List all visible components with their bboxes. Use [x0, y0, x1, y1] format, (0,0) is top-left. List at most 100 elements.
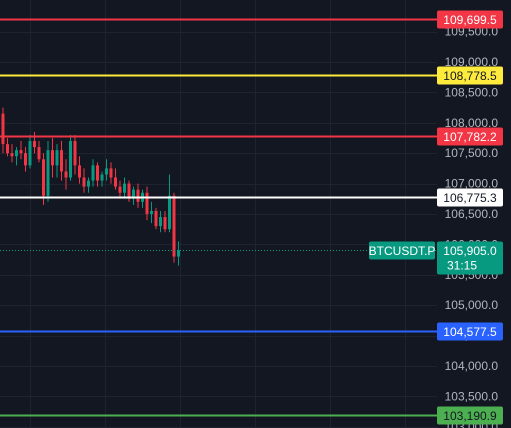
- candle-body: [6, 144, 9, 154]
- candle-body: [1, 113, 5, 145]
- candle-body: [10, 153, 14, 157]
- candle: [28, 134, 32, 169]
- horizontal-levels: [0, 18, 437, 417]
- level-badge-label: 103,190.9: [443, 409, 497, 423]
- candle: [1, 107, 5, 154]
- y-tick-label: 107,000.0: [445, 177, 499, 191]
- candle: [136, 183, 140, 208]
- candle: [177, 241, 180, 266]
- candle: [37, 141, 41, 163]
- candle-body: [100, 174, 104, 181]
- last-price-badge: BTCUSDT.P 105,905.0 31:15: [369, 241, 503, 275]
- candle-body: [172, 195, 176, 257]
- candle: [132, 186, 135, 205]
- candle: [10, 144, 14, 163]
- candle: [42, 153, 45, 205]
- last-price-value: 105,905.0: [443, 244, 497, 258]
- candle-body: [132, 189, 135, 199]
- candle-body: [37, 147, 41, 160]
- y-tick-label: 107,500.0: [445, 146, 499, 160]
- bar-countdown: 31:15: [447, 259, 477, 273]
- candle-body: [109, 168, 113, 178]
- candle-body: [154, 210, 158, 227]
- level-badges: 109,699.5 108,778.5 107,782.2 106,775.3 104,…: [437, 10, 503, 425]
- candle-body: [19, 150, 23, 154]
- candle: [60, 141, 63, 181]
- candle-body: [46, 150, 50, 196]
- candle-body: [15, 150, 18, 157]
- candle-body: [145, 192, 149, 214]
- level-badge: [437, 188, 503, 207]
- level-badge-label: 107,782.2: [443, 130, 497, 144]
- candle-body: [51, 150, 54, 166]
- level-badge: [437, 322, 503, 341]
- candle: [159, 210, 162, 233]
- candle: [19, 141, 23, 160]
- candle: [33, 131, 36, 154]
- candle-body: [91, 165, 95, 181]
- candle-body: [64, 171, 68, 178]
- candle: [6, 138, 9, 157]
- candle-body: [127, 183, 131, 199]
- candle: [150, 201, 153, 224]
- grid: [0, 0, 437, 428]
- candle: [78, 156, 81, 184]
- candle-body: [82, 177, 86, 187]
- candle-body: [69, 141, 72, 178]
- level-badge: [437, 10, 503, 29]
- candle-body: [33, 141, 36, 148]
- y-tick-label: 106,500.0: [445, 207, 499, 221]
- candle: [73, 134, 77, 175]
- candle-body: [177, 250, 180, 257]
- candle: [69, 134, 72, 181]
- candle: [87, 177, 90, 193]
- candle: [172, 192, 176, 263]
- candle: [127, 180, 131, 202]
- level-badge-label: 106,775.3: [443, 191, 497, 205]
- symbol-label-box: [369, 241, 435, 260]
- candle: [114, 168, 117, 190]
- candle-body: [28, 141, 32, 166]
- candle-body: [114, 177, 117, 187]
- level-badge-label: 108,778.5: [443, 69, 497, 83]
- candle-body: [73, 141, 77, 166]
- candle-body: [55, 150, 59, 166]
- y-tick-label: 108,500.0: [445, 85, 499, 99]
- candle-body: [42, 159, 45, 196]
- level-badge: [437, 66, 503, 85]
- level-badge: [437, 127, 503, 146]
- candle: [118, 180, 122, 199]
- candle: [55, 144, 59, 178]
- candle: [46, 141, 50, 202]
- candle-body: [123, 183, 126, 193]
- candle: [123, 177, 126, 199]
- y-tick-label: 103,500.0: [445, 389, 499, 403]
- candle-body: [163, 217, 167, 230]
- candle: [100, 171, 104, 187]
- candle: [168, 174, 171, 233]
- level-badge-label: 104,577.5: [443, 325, 497, 339]
- candle: [109, 162, 113, 184]
- candle: [163, 210, 167, 233]
- y-tick-label: 109,000.0: [445, 55, 499, 69]
- y-tick-label: 108,000.0: [445, 116, 499, 130]
- level-badge: [437, 406, 503, 425]
- candle-body: [87, 180, 90, 187]
- candle-body: [78, 165, 81, 178]
- candle: [64, 159, 68, 190]
- candle-body: [24, 153, 27, 166]
- candle: [91, 159, 95, 187]
- y-tick-label: 105,000.0: [445, 298, 499, 312]
- y-tick-label: 104,000.0: [445, 359, 499, 373]
- candle-body: [96, 165, 99, 181]
- candle: [154, 207, 158, 230]
- candle-body: [159, 217, 162, 227]
- candle: [96, 162, 99, 187]
- candle: [15, 147, 18, 166]
- candle-body: [136, 189, 140, 202]
- candle: [105, 159, 108, 181]
- candle: [24, 147, 27, 172]
- candle-body: [60, 150, 63, 172]
- symbol-label: BTCUSDT.P: [369, 244, 436, 258]
